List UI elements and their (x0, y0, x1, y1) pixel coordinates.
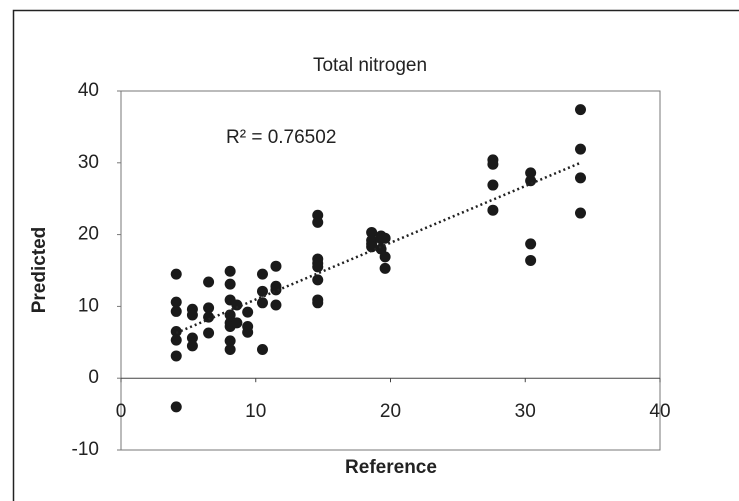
point (366, 241, 378, 253)
point (186, 332, 198, 344)
point (224, 335, 236, 347)
point (366, 226, 378, 238)
y-tick-label: -10 (72, 439, 99, 460)
point (270, 284, 282, 296)
point (525, 175, 537, 187)
point (487, 158, 499, 170)
point (379, 232, 391, 244)
point (270, 299, 282, 311)
point (224, 265, 236, 277)
point (574, 104, 586, 116)
point (231, 299, 243, 311)
point (203, 327, 215, 339)
point (256, 297, 268, 309)
y-tick-label: 20 (78, 224, 99, 245)
chart-frame (12, 9, 739, 501)
point (242, 326, 254, 338)
y-tick-label: 40 (78, 80, 99, 101)
point (379, 262, 391, 274)
point (574, 207, 586, 219)
x-tick-label: 10 (245, 401, 266, 422)
y-tick-label: 30 (78, 152, 99, 173)
point (487, 179, 499, 191)
y-tick-label: 0 (88, 367, 99, 388)
plot-area (120, 90, 661, 451)
point (379, 251, 391, 263)
point (574, 172, 586, 184)
x-tick-label: 0 (116, 401, 127, 422)
annotation: R² = 0.76502 (226, 127, 336, 148)
point (312, 261, 324, 273)
x-tick-label: 20 (380, 401, 401, 422)
point (574, 143, 586, 155)
point (203, 302, 215, 314)
point (487, 204, 499, 216)
x-axis-label: Reference (345, 457, 437, 478)
point (170, 305, 182, 317)
point (525, 238, 537, 250)
point (312, 297, 324, 309)
point (170, 268, 182, 280)
point (170, 401, 182, 413)
point (312, 216, 324, 228)
point (256, 343, 268, 355)
point (170, 334, 182, 346)
y-tick-label: 10 (78, 295, 99, 316)
point (186, 309, 198, 321)
point (256, 268, 268, 280)
point (224, 278, 236, 290)
y-axis-label: Predicted (29, 227, 50, 314)
point (224, 343, 236, 355)
point (231, 317, 243, 329)
point (525, 167, 537, 179)
point (170, 326, 182, 338)
point (203, 311, 215, 323)
point (170, 296, 182, 308)
x-tick-label: 40 (649, 401, 670, 422)
x-tick-label: 30 (515, 401, 536, 422)
point (203, 276, 215, 288)
point (312, 274, 324, 286)
point (170, 350, 182, 362)
point (242, 306, 254, 318)
point (186, 340, 198, 352)
point (256, 285, 268, 297)
point (270, 260, 282, 272)
point (525, 254, 537, 266)
chart-title: Total nitrogen (313, 55, 427, 76)
trendline (175, 161, 581, 335)
